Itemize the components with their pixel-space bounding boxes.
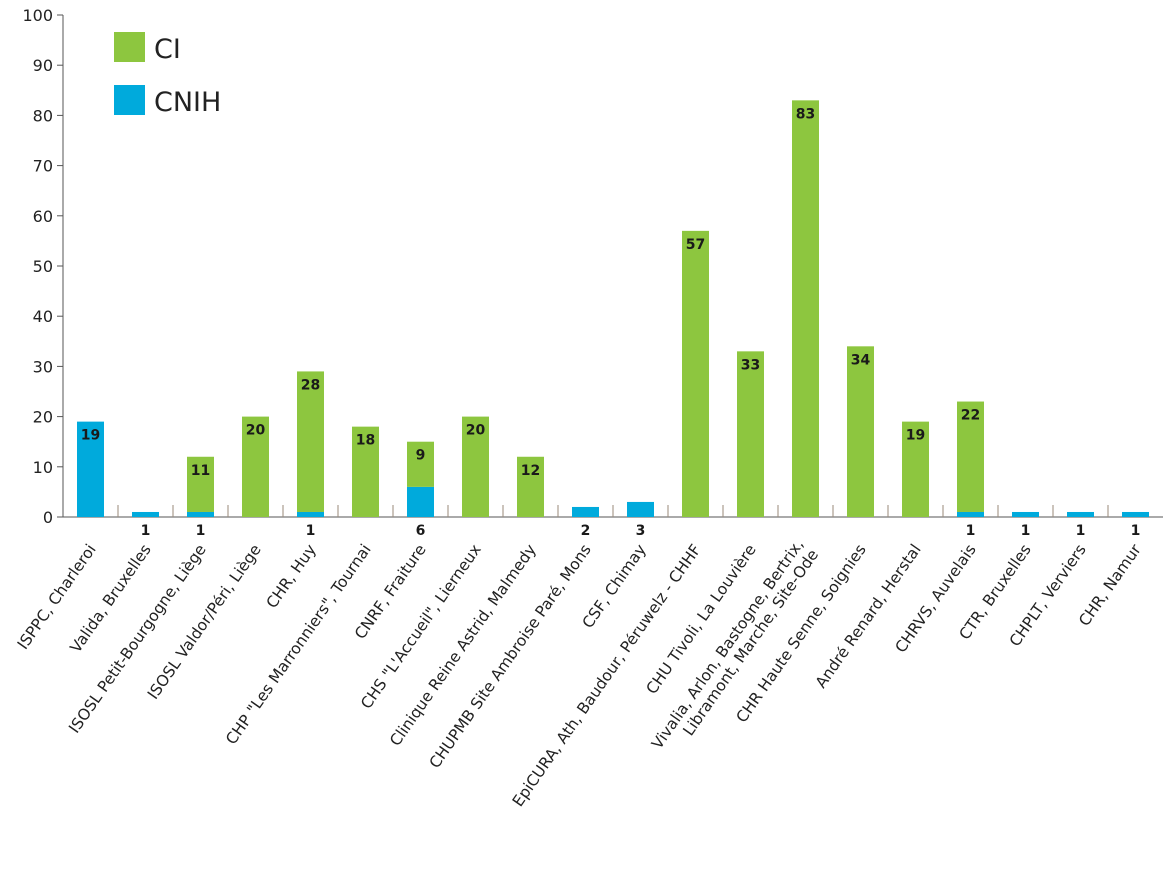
y-axis-ticks: 0 10 20 30 40 50 60 70 80 90 100	[22, 6, 63, 527]
legend-label: CI	[154, 34, 181, 65]
bars	[77, 100, 1149, 518]
bar-ci	[682, 230, 709, 518]
data-label-cnih: 1	[966, 523, 976, 539]
data-label-cnih: 2	[581, 523, 591, 539]
y-tick-label: 50	[33, 257, 53, 276]
x-tick-label: ISOSL Valdor/Péri, Liège	[144, 541, 265, 703]
bar-ci	[352, 426, 379, 517]
x-tick-label: CHR, Huy	[263, 541, 320, 612]
bar-ci	[297, 371, 324, 512]
bar-cnih	[957, 511, 984, 517]
y-tick-label: 70	[33, 157, 53, 176]
axes	[62, 15, 1163, 518]
bar-cnih	[187, 511, 214, 517]
bar-cnih	[77, 421, 104, 517]
y-tick-label: 90	[33, 56, 53, 75]
data-label-ci: 9	[416, 448, 426, 464]
bar-cnih	[627, 501, 654, 517]
data-label-ci: 22	[961, 408, 980, 424]
data-label-ci: 57	[686, 237, 705, 253]
y-tick-label: 60	[33, 207, 53, 226]
data-label-ci: 33	[741, 357, 760, 373]
data-label-cnih: 3	[636, 523, 646, 539]
bar-cnih	[1012, 511, 1039, 517]
y-tick-label: 80	[33, 106, 53, 125]
data-label-cnih: 1	[196, 523, 206, 539]
bar-cnih	[132, 511, 159, 517]
data-label-ci: 20	[466, 423, 486, 439]
legend: CI CNIH	[114, 32, 221, 118]
data-label-ci: 20	[246, 423, 266, 439]
bar-cnih	[572, 506, 599, 517]
bar-ci	[462, 416, 489, 517]
bar-ci	[242, 416, 269, 517]
x-tick-label: André Renard, Herstal	[812, 541, 925, 691]
data-label-cnih: 1	[306, 523, 316, 539]
bar-cnih	[407, 486, 434, 517]
bar-cnih	[1122, 511, 1149, 517]
y-tick-label: 40	[33, 307, 53, 326]
y-tick-label: 100	[22, 6, 53, 25]
data-label-ci: 34	[851, 352, 871, 368]
legend-swatch	[114, 32, 145, 62]
y-tick-label: 0	[43, 508, 53, 527]
bar-ci	[517, 456, 544, 517]
bar-ci	[847, 346, 874, 517]
data-label-ci: 11	[191, 463, 210, 479]
data-label-cnih: 1	[1076, 523, 1086, 539]
data-label-cnih: 1	[1131, 523, 1141, 539]
data-label-cnih: 1	[141, 523, 151, 539]
y-tick-label: 20	[33, 408, 53, 427]
legend-swatch	[114, 85, 145, 115]
data-label-ci: 18	[356, 433, 375, 449]
bar-cnih	[297, 511, 324, 517]
data-label-ci: 83	[796, 106, 815, 122]
bar-ci	[902, 421, 929, 517]
data-label-cnih: 1	[1021, 523, 1031, 539]
data-label-cnih: 6	[416, 523, 426, 539]
legend-label: CNIH	[154, 87, 221, 118]
bar-ci	[957, 401, 984, 512]
data-label-cnih: 19	[81, 428, 100, 444]
bar-ci	[737, 351, 764, 517]
data-label-ci: 19	[906, 428, 925, 444]
y-tick-label: 30	[33, 357, 53, 376]
bar-ci	[792, 100, 819, 517]
data-label-ci: 12	[521, 463, 540, 479]
data-label-ci: 28	[301, 377, 320, 393]
y-tick-label: 10	[33, 458, 53, 477]
bar-ci	[407, 441, 434, 487]
bar-ci	[187, 456, 214, 512]
bar-cnih	[1067, 511, 1094, 517]
